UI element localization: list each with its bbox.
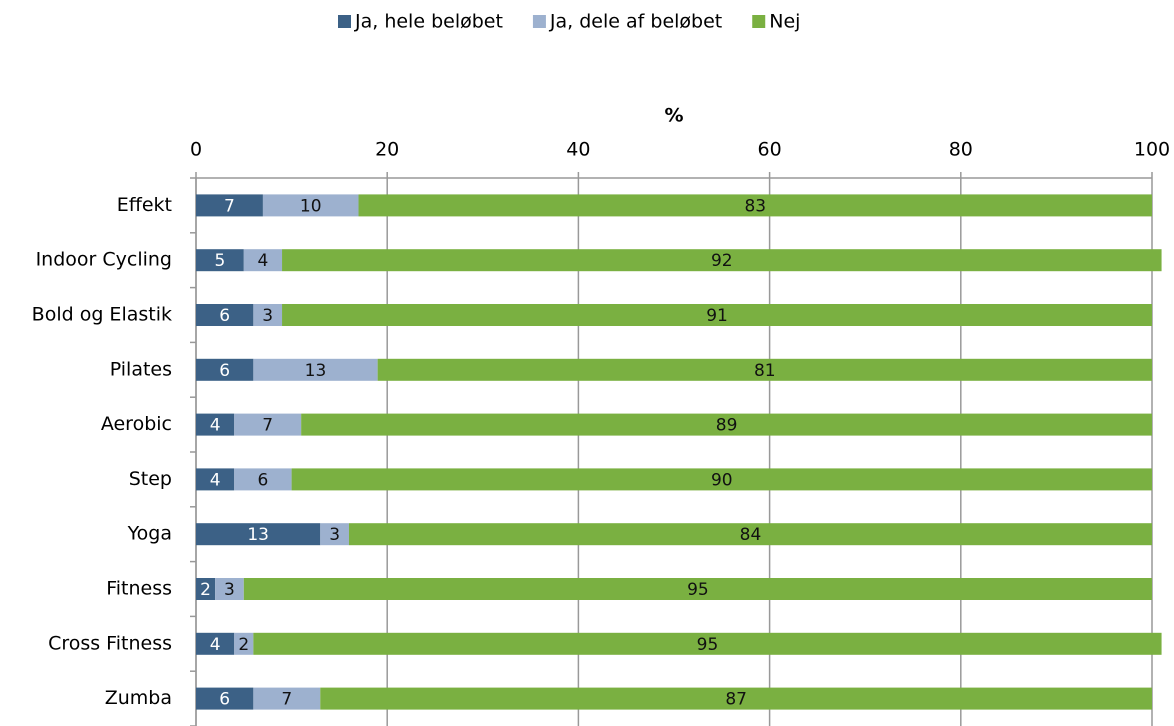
bar-segment <box>291 468 1153 491</box>
x-tick-label: 100 <box>1134 139 1170 161</box>
bar-segment <box>196 304 254 326</box>
data-label: 7 <box>262 416 273 436</box>
bar-segment <box>196 468 235 491</box>
data-label: 92 <box>711 251 733 271</box>
bar-segment <box>262 194 359 217</box>
data-label: 83 <box>744 196 766 216</box>
bar-segment <box>234 468 292 491</box>
data-label: 6 <box>219 306 230 326</box>
bar-segment <box>253 304 283 326</box>
y-tick-label: Aerobic <box>101 413 172 435</box>
data-label: 6 <box>219 361 230 381</box>
bar-segment <box>358 194 1152 217</box>
x-tick-label: 40 <box>566 139 590 161</box>
data-label: 13 <box>305 361 327 381</box>
bar-segment <box>377 358 1152 381</box>
data-label: 89 <box>716 416 738 436</box>
data-label: 4 <box>210 635 221 655</box>
bar-segment <box>320 523 349 546</box>
bar-segment <box>196 358 254 381</box>
data-label: 4 <box>210 470 221 490</box>
data-label: 3 <box>224 580 235 600</box>
data-label: 87 <box>725 690 747 710</box>
y-tick-label: Yoga <box>127 523 172 545</box>
data-label: 3 <box>262 306 273 326</box>
data-label: 7 <box>224 196 235 216</box>
bar-segment <box>282 249 1162 272</box>
bar-segment <box>243 249 283 272</box>
data-label: 2 <box>200 580 211 600</box>
bar-segment <box>320 687 1152 710</box>
x-tick-label: 20 <box>375 139 399 161</box>
x-tick-label: 0 <box>190 139 202 161</box>
axis-label: % <box>664 105 683 127</box>
bar-segment <box>253 632 1162 655</box>
x-tick-label: 60 <box>758 139 782 161</box>
data-label: 95 <box>687 580 709 600</box>
bar-segment <box>253 687 321 710</box>
bar-segment <box>215 578 244 600</box>
bar-segment <box>196 413 235 436</box>
data-label: 3 <box>329 525 340 545</box>
legend-label: Ja, hele beløbet <box>354 11 503 33</box>
bar-segment <box>196 249 244 272</box>
bar-segment <box>301 413 1152 436</box>
y-tick-label: Bold og Elastik <box>32 304 172 326</box>
data-label: 91 <box>706 306 728 326</box>
y-tick-label: Pilates <box>110 358 172 380</box>
y-tick-label: Indoor Cycling <box>36 249 172 271</box>
bar-segment <box>196 194 263 217</box>
y-tick-label: Cross Fitness <box>48 632 172 654</box>
data-label: 6 <box>258 470 269 490</box>
y-tick-label: Zumba <box>105 687 172 709</box>
data-label: 10 <box>300 196 322 216</box>
bar-segment <box>234 632 254 655</box>
legend-label: Ja, dele af beløbet <box>549 11 722 33</box>
legend-label: Nej <box>769 11 800 33</box>
legend-swatch <box>338 15 351 28</box>
bar-segment <box>243 578 1153 600</box>
y-tick-label: Fitness <box>106 578 172 600</box>
bar-segment <box>196 523 321 546</box>
data-label: 7 <box>281 690 292 710</box>
bar-segment <box>348 523 1153 546</box>
bar-segment <box>196 578 216 600</box>
data-label: 4 <box>258 251 269 271</box>
bar-segment <box>196 632 235 655</box>
data-label: 81 <box>754 361 776 381</box>
data-label: 6 <box>219 690 230 710</box>
x-tick-label: 80 <box>949 139 973 161</box>
data-label: 5 <box>214 251 225 271</box>
data-label: 2 <box>238 635 249 655</box>
data-label: 84 <box>740 525 762 545</box>
data-label: 13 <box>247 525 269 545</box>
bar-segment <box>196 687 254 710</box>
bar-segment <box>234 413 302 436</box>
y-tick-label: Effekt <box>117 194 172 216</box>
y-tick-label: Step <box>129 468 172 490</box>
bar-segment <box>282 304 1152 326</box>
data-label: 95 <box>697 635 719 655</box>
legend-swatch <box>532 15 546 28</box>
bar-segment <box>253 358 378 381</box>
legend-swatch <box>752 15 766 28</box>
data-label: 90 <box>711 470 733 490</box>
data-label: 4 <box>210 416 221 436</box>
